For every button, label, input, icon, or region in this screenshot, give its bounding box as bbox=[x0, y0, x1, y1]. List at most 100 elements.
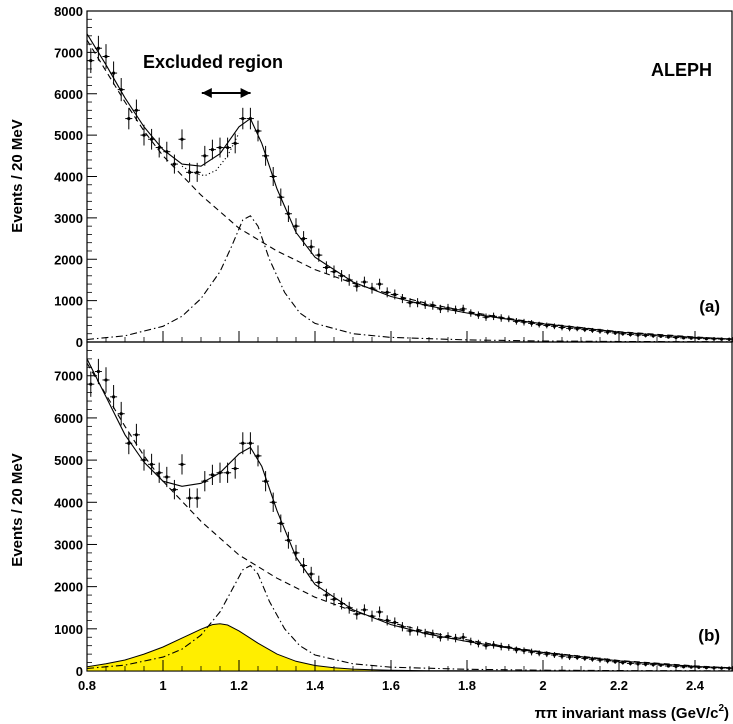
data-point-b bbox=[140, 449, 148, 471]
data-point-b bbox=[231, 458, 239, 479]
data-point-a bbox=[163, 141, 171, 162]
data-point-b bbox=[718, 666, 726, 670]
data-point-b bbox=[155, 462, 163, 483]
experiment-label: ALEPH bbox=[651, 60, 712, 80]
data-point-b bbox=[125, 432, 133, 455]
y-tick-label-a: 0 bbox=[76, 335, 83, 350]
data-point-b bbox=[680, 665, 688, 669]
data-point-a bbox=[535, 321, 543, 328]
data-point-a bbox=[657, 334, 665, 338]
data-point-b bbox=[436, 633, 444, 642]
panel-a: 0 1000 2000 3000 4000 5000 6000 7000 8000 Events … bbox=[9, 4, 733, 350]
data-point-b bbox=[193, 488, 201, 508]
y-axis-label-b: Events / 20 MeV bbox=[9, 453, 26, 566]
data-point-a bbox=[512, 318, 520, 325]
data-point-b bbox=[110, 385, 118, 409]
data-point-b bbox=[102, 367, 110, 393]
y-tick-label-b: 7000 bbox=[54, 369, 83, 384]
data-point-b bbox=[459, 633, 467, 642]
data-point-b bbox=[368, 610, 376, 622]
data-point-a bbox=[300, 231, 308, 247]
x-tick-label-b: 1.2 bbox=[230, 678, 248, 693]
plot-frame-b bbox=[86, 341, 733, 672]
dashdot-curve-a bbox=[86, 215, 733, 343]
data-point-a bbox=[87, 48, 95, 74]
data-point-a bbox=[444, 303, 452, 313]
data-point-b bbox=[269, 492, 277, 512]
data-point-b bbox=[695, 665, 703, 669]
data-point-b bbox=[474, 639, 482, 648]
data-point-a bbox=[132, 99, 140, 122]
data-point-a bbox=[117, 78, 125, 102]
y-tick-label-b: 5000 bbox=[54, 453, 83, 468]
data-point-b bbox=[528, 648, 536, 656]
x-tick-label-b: 2.4 bbox=[686, 678, 705, 693]
data-point-a bbox=[573, 326, 581, 332]
data-point-b bbox=[383, 615, 391, 626]
data-point-a bbox=[201, 145, 209, 166]
data-point-b bbox=[482, 641, 490, 650]
data-point-a bbox=[596, 328, 604, 334]
data-point-a bbox=[543, 322, 551, 329]
data-point-a bbox=[528, 320, 536, 327]
data-point-b bbox=[338, 597, 346, 610]
data-point-b bbox=[216, 462, 224, 483]
data-point-a bbox=[634, 332, 642, 338]
data-point-a bbox=[376, 278, 384, 290]
data-point-b bbox=[224, 462, 232, 483]
data-point-a bbox=[345, 274, 353, 286]
y-tick-label-a: 4000 bbox=[54, 170, 83, 185]
data-point-b bbox=[398, 622, 406, 632]
data-point-a bbox=[642, 333, 650, 338]
data-point-a bbox=[254, 120, 262, 142]
data-point-b bbox=[702, 665, 710, 670]
data-point-b bbox=[626, 661, 634, 666]
panel-label-a: (a) bbox=[699, 297, 720, 316]
data-point-a bbox=[414, 298, 422, 308]
dashed-curve-b bbox=[86, 362, 733, 669]
data-point-b bbox=[186, 488, 194, 508]
data-point-b bbox=[467, 637, 475, 646]
data-point-b bbox=[117, 401, 125, 426]
data-point-a bbox=[338, 270, 346, 282]
data-point-b bbox=[657, 663, 665, 667]
data-point-b bbox=[315, 575, 323, 590]
data-point-b bbox=[520, 647, 528, 655]
data-point-a bbox=[619, 331, 627, 336]
data-point-b bbox=[170, 479, 178, 500]
data-point-b bbox=[87, 371, 95, 397]
data-point-a bbox=[611, 330, 619, 335]
x-axis-label: ππ invariant mass (GeV/c2) bbox=[535, 703, 729, 722]
solid-curve-a bbox=[86, 33, 733, 340]
data-point-b bbox=[201, 471, 209, 492]
panel-b: 0 1000 2000 3000 4000 5000 6000 7000 0.8 1 1.2 1.4 1… bbox=[9, 341, 733, 693]
dashed-curve-a bbox=[86, 39, 733, 340]
data-point-b bbox=[687, 665, 695, 669]
data-point-b bbox=[277, 514, 285, 533]
x-tick-label-b: 1.6 bbox=[382, 678, 400, 693]
data-point-b bbox=[284, 531, 292, 549]
data-point-b bbox=[550, 652, 558, 658]
y-tick-label-b: 1000 bbox=[54, 622, 83, 637]
data-point-a bbox=[307, 239, 315, 254]
data-point-b bbox=[490, 641, 498, 649]
data-point-a bbox=[482, 313, 490, 321]
data-point-a bbox=[725, 337, 733, 341]
data-point-b bbox=[262, 471, 270, 492]
x-tick-label-b: 1.8 bbox=[458, 678, 476, 693]
data-point-a bbox=[224, 137, 232, 158]
data-point-b bbox=[178, 454, 186, 475]
data-point-a bbox=[231, 133, 239, 154]
data-point-a bbox=[550, 323, 558, 330]
data-point-a bbox=[330, 265, 338, 278]
data-point-b bbox=[642, 662, 650, 667]
data-point-b bbox=[649, 662, 657, 667]
data-point-b bbox=[505, 644, 513, 651]
data-point-b bbox=[543, 651, 551, 658]
data-point-b bbox=[725, 666, 733, 670]
data-point-a bbox=[178, 129, 186, 150]
data-point-a bbox=[718, 337, 726, 341]
data-point-b bbox=[444, 632, 452, 641]
data-point-b bbox=[345, 601, 353, 614]
data-point-b bbox=[239, 432, 247, 455]
